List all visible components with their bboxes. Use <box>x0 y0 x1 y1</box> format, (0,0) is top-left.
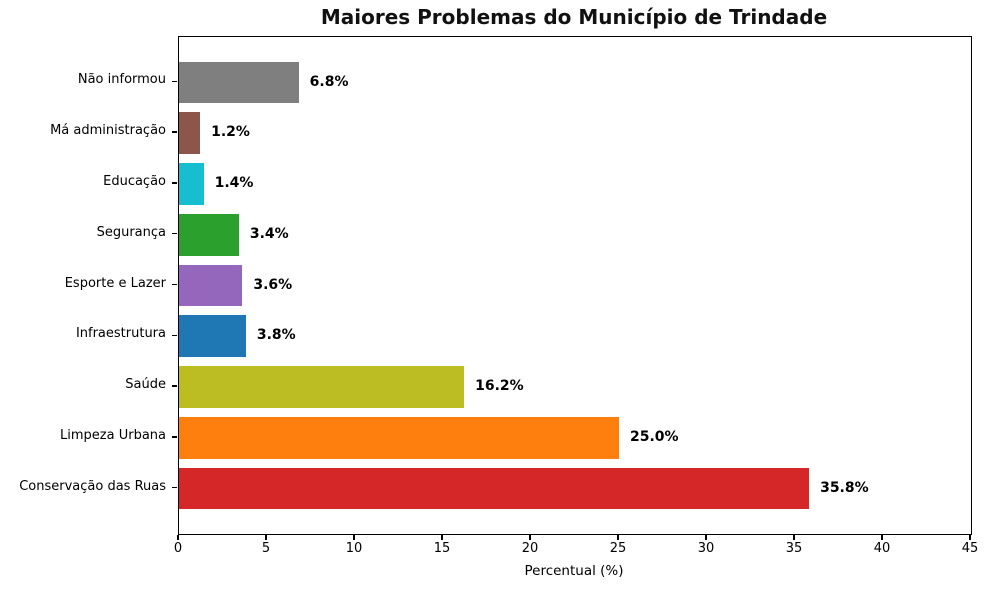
x-tick <box>177 534 179 540</box>
x-tick <box>705 534 707 540</box>
y-tick <box>172 283 177 286</box>
bar-value-label: 35.8% <box>820 479 869 496</box>
bar <box>179 61 299 104</box>
chart-title: Maiores Problemas do Município de Trinda… <box>320 5 828 29</box>
bar-value-label: 3.6% <box>253 276 293 293</box>
y-tick <box>172 80 177 83</box>
x-tick <box>529 534 531 540</box>
category-label: Má administração <box>50 123 166 139</box>
x-tick-label: 35 <box>785 541 803 556</box>
x-tick <box>353 534 355 540</box>
y-tick <box>172 385 177 387</box>
x-tick <box>881 534 883 540</box>
bar-value-label: 6.8% <box>309 73 349 90</box>
x-tick-label: 40 <box>873 541 891 556</box>
x-tick-label: 0 <box>173 541 183 556</box>
bar <box>179 264 243 307</box>
plot-area: 6.8% 1.2% 1.4% 3.4% 3.6% 3.8% 16.2% 25.0% 35.8% <box>178 36 972 535</box>
y-tick <box>172 131 177 133</box>
bar <box>179 366 465 408</box>
x-tick-label: 10 <box>345 541 363 556</box>
x-tick-label: 30 <box>697 541 715 556</box>
y-tick <box>172 436 177 438</box>
bar <box>179 315 246 358</box>
y-tick <box>172 486 177 489</box>
bar-value-label: 1.2% <box>211 124 250 141</box>
bar <box>179 213 239 256</box>
x-tick-label: 5 <box>261 541 271 556</box>
bar <box>179 163 204 205</box>
bar <box>179 467 810 510</box>
x-tick <box>969 534 971 540</box>
category-label: Saúde <box>125 377 166 393</box>
category-label: Infraestrutura <box>75 326 166 342</box>
y-tick <box>172 232 177 235</box>
bar-value-label: 3.4% <box>249 225 289 242</box>
x-tick <box>441 534 443 540</box>
x-tick-label: 25 <box>609 541 627 556</box>
x-tick <box>265 534 267 540</box>
bar-value-label: 25.0% <box>630 429 679 445</box>
x-tick-label: 20 <box>521 541 539 556</box>
x-tick-label: 45 <box>961 541 979 556</box>
bar <box>179 112 201 154</box>
y-tick <box>172 334 177 337</box>
category-label: Não informou <box>77 72 166 88</box>
y-tick <box>172 182 177 184</box>
category-label: Limpeza Urbana <box>60 427 166 443</box>
x-tick <box>793 534 795 540</box>
bar-value-label: 3.8% <box>256 327 296 344</box>
bar-value-label: 16.2% <box>475 378 524 395</box>
category-label: Segurança <box>96 224 166 240</box>
bar <box>179 417 619 459</box>
x-tick-label: 15 <box>433 541 451 556</box>
bar-value-label: 1.4% <box>214 175 254 192</box>
x-axis-title: Percentual (%) <box>524 563 624 579</box>
category-label: Esporte e Lazer <box>64 275 166 291</box>
category-label: Educação <box>103 173 166 189</box>
category-label: Conservação das Ruas <box>19 478 166 494</box>
x-tick <box>617 534 619 540</box>
